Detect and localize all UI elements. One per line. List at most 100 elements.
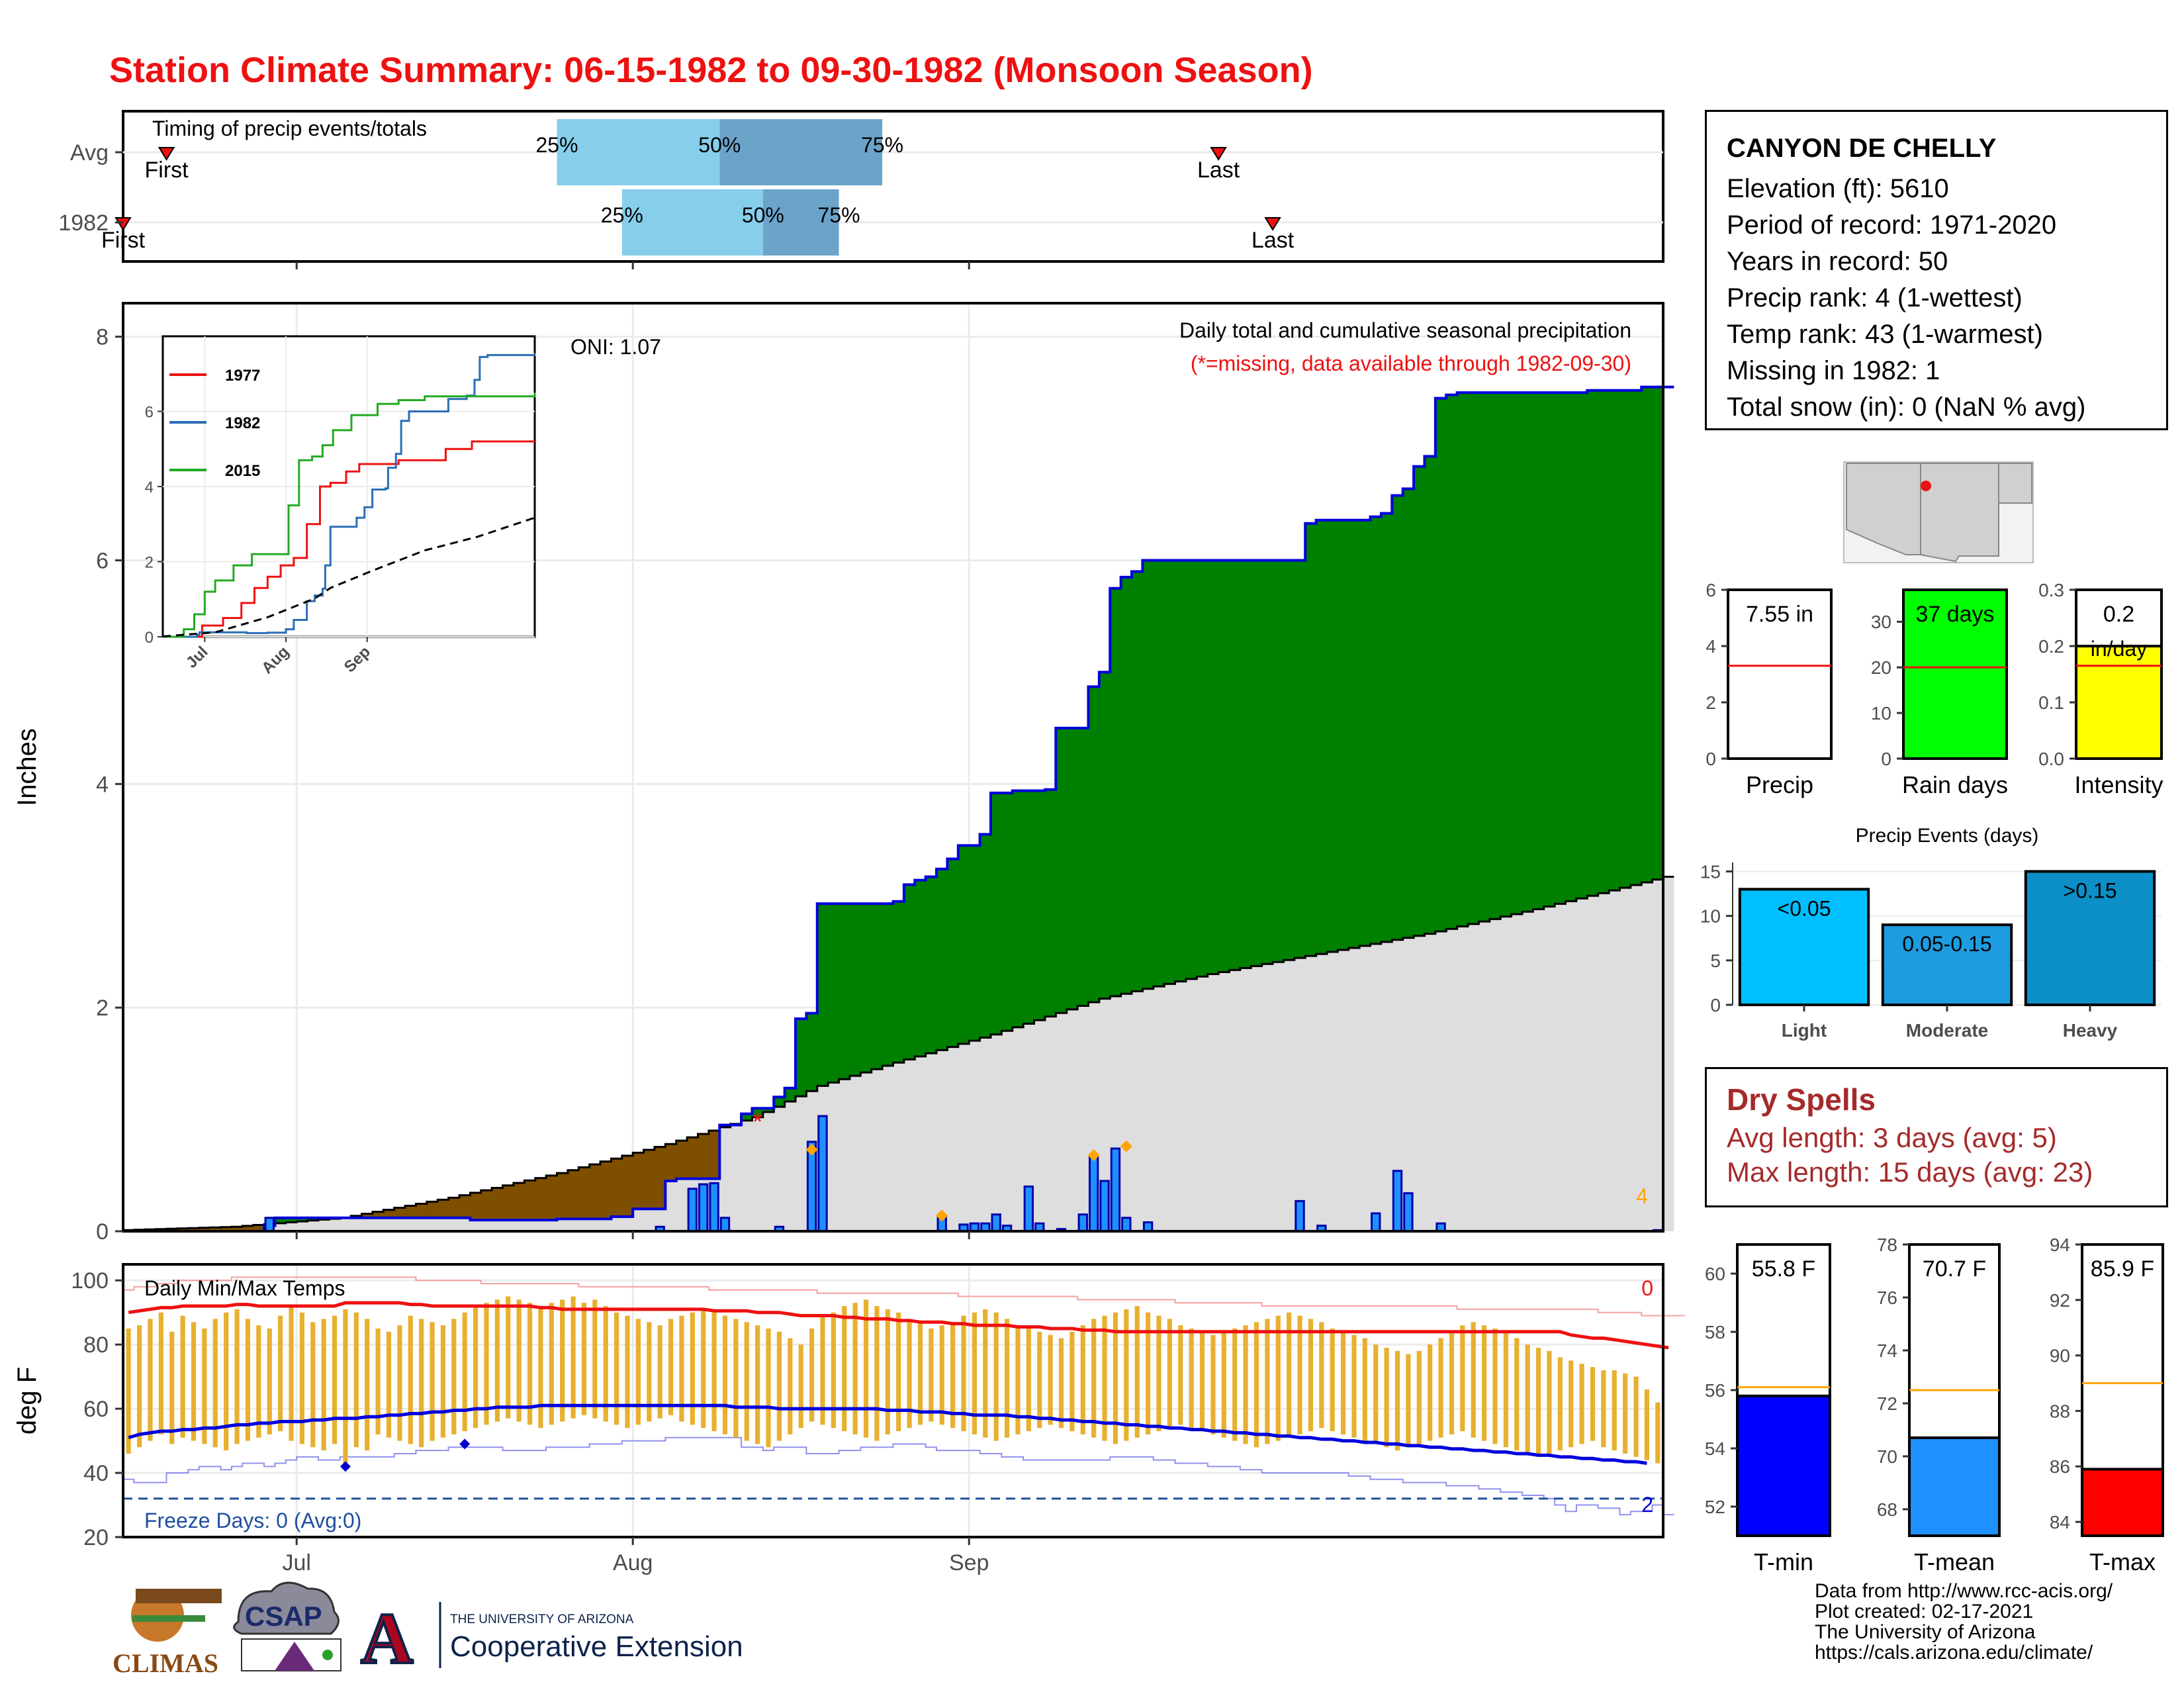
daily-temp-bar	[1416, 1350, 1422, 1444]
above-normal-fill	[1652, 387, 1664, 880]
above-normal-fill	[1153, 560, 1165, 987]
daily-temp-bar	[1525, 1344, 1530, 1454]
daily-temp-bar	[1210, 1335, 1216, 1434]
below-normal-fill	[383, 1209, 395, 1218]
above-normal-fill	[1273, 560, 1285, 962]
below-normal-fill	[589, 1164, 601, 1219]
daily-temp-bar	[1655, 1402, 1661, 1464]
daily-temp-bar	[1492, 1328, 1498, 1444]
tmin_gauge-bar	[1736, 1394, 1831, 1538]
events-category-label: Moderate	[1906, 1020, 1988, 1041]
precip-panel-title: Daily total and cumulative seasonal prec…	[1179, 318, 1631, 342]
daily-temp-bar	[1438, 1338, 1443, 1438]
below-normal-fill	[188, 1228, 200, 1231]
daily-temp-bar	[885, 1309, 890, 1434]
daily-temp-bar	[711, 1312, 717, 1432]
daily-temp-bar	[267, 1328, 272, 1434]
daily-temp-bar	[820, 1315, 825, 1425]
above-normal-fill	[839, 904, 850, 1080]
daily-temp-bar	[907, 1319, 912, 1429]
inset-series-2015-line	[163, 393, 536, 638]
below-normal-fill	[492, 1188, 504, 1221]
temps-corner-top: 0	[1641, 1276, 1653, 1300]
station-temp-rank: Temp rank: 43 (1-warmest)	[1727, 320, 2043, 349]
above-normal-fill	[925, 876, 937, 1054]
below-normal-fill	[665, 1144, 677, 1181]
daily-temp-bar	[1124, 1309, 1129, 1441]
timing-last-marker-label: Last	[1251, 228, 1295, 253]
below-normal-fill	[437, 1199, 449, 1218]
temps-y-tick-label: 40	[83, 1461, 109, 1486]
temps-panel-label: Daily Min/Max Temps	[144, 1276, 345, 1300]
daily-precip-bar	[1077, 1213, 1088, 1233]
daily-temp-bar	[1633, 1376, 1639, 1457]
daily-temp-bar	[1287, 1312, 1292, 1438]
daily-temp-bar	[506, 1296, 511, 1419]
daily-precip-bar	[1295, 1199, 1305, 1233]
raindays_gauge-y-tick-label: 10	[1871, 703, 1891, 724]
above-normal-fill	[1251, 560, 1263, 966]
below-normal-fill	[687, 1137, 699, 1179]
above-normal-fill	[1240, 560, 1251, 968]
above-normal-fill	[1229, 560, 1241, 970]
daily-precip-bar	[991, 1213, 1001, 1233]
daily-temp-bar	[1156, 1315, 1161, 1432]
precip-y-axis-label: Inches	[13, 728, 42, 806]
daily-temp-bar	[299, 1312, 304, 1444]
above-normal-fill	[1446, 395, 1458, 929]
record-max-temp-line	[123, 1276, 1685, 1317]
raindays_gauge-bar	[1902, 588, 2008, 760]
daily-temp-bar	[158, 1312, 163, 1434]
daily-temp-bar	[592, 1299, 598, 1419]
above-normal-fill	[1370, 516, 1382, 944]
events-y-tick-label: 10	[1700, 906, 1721, 927]
daily-temp-bar	[635, 1319, 641, 1425]
above-normal-fill	[796, 1019, 807, 1097]
daily-precip-bar	[1142, 1221, 1154, 1233]
tmax_gauge-y-tick-label: 86	[2050, 1456, 2070, 1477]
above-normal-fill	[958, 845, 970, 1044]
daily-temp-bar	[657, 1325, 662, 1419]
precip-y-tick-label: 4	[96, 772, 109, 797]
daily-temp-bar	[625, 1315, 630, 1429]
daily-temp-bar	[993, 1312, 999, 1441]
daily-temp-bar	[1080, 1325, 1085, 1434]
daily-temp-bar	[180, 1315, 185, 1438]
intensity_gauge-x-label: Intensity	[2074, 771, 2163, 798]
above-normal-fill	[947, 859, 959, 1047]
daily-temp-bar	[1644, 1389, 1650, 1460]
daily-precip-highlight-point	[805, 1143, 818, 1156]
daily-temp-bar	[755, 1325, 760, 1444]
temps-y-tick-label: 80	[83, 1333, 109, 1358]
daily-temp-bar	[560, 1299, 565, 1422]
daily-temp-bar	[1091, 1319, 1097, 1438]
new-mexico-shape	[1920, 463, 1999, 563]
temps-y-axis-label: deg F	[13, 1367, 42, 1434]
daily-temp-bar	[776, 1331, 782, 1441]
daily-temp-bar	[798, 1344, 803, 1429]
daily-temp-bar	[408, 1315, 413, 1444]
credit-line: Plot created: 02-17-2021	[1815, 1601, 2034, 1622]
events-bar-label: <0.05	[1778, 896, 1831, 920]
station-missing: Missing in 1982: 1	[1727, 356, 1940, 385]
inset-y-tick-label: 0	[145, 629, 154, 647]
above-normal-fill	[915, 880, 927, 1056]
daily-temp-bar	[451, 1319, 457, 1434]
above-normal-fill	[1555, 393, 1567, 904]
daily-temp-bar	[1113, 1312, 1118, 1444]
temps-y-tick-label: 20	[83, 1525, 109, 1550]
daily-temp-bar	[343, 1309, 348, 1464]
dry-spells-title: Dry Spells	[1727, 1082, 1876, 1117]
above-normal-fill	[1435, 398, 1447, 931]
tmean_gauge-bar	[1908, 1436, 2001, 1537]
daily-precip-bar	[698, 1183, 709, 1233]
tmean_gauge-y-tick-label: 68	[1877, 1499, 1897, 1520]
timing-bar-upper	[719, 119, 883, 185]
events-y-tick-label: 5	[1710, 951, 1721, 971]
above-normal-fill	[849, 904, 861, 1076]
above-normal-fill	[882, 904, 894, 1066]
below-normal-fill	[405, 1205, 417, 1218]
temps-panel-frame	[122, 1263, 1664, 1538]
missing-data-marker: *	[752, 1107, 763, 1137]
